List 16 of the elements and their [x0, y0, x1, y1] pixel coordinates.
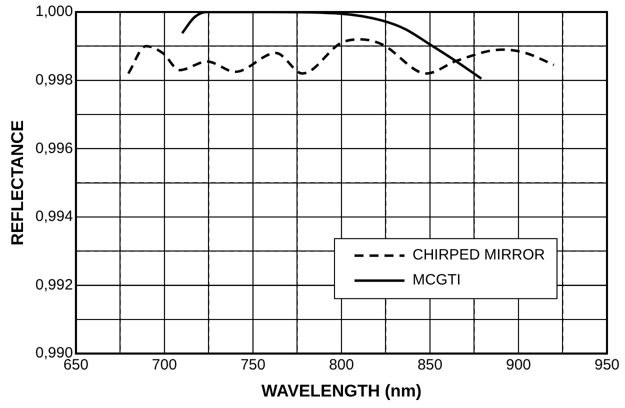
x-tick-label: 900 [506, 356, 532, 374]
x-tick-label: 750 [240, 356, 266, 374]
x-axis-title: WAVELENGTH (nm) [261, 381, 422, 400]
y-tick-label: 1,000 [35, 3, 73, 20]
x-tick-label: 850 [417, 356, 442, 374]
x-tick-label: 700 [152, 356, 177, 374]
y-axis-title: REFLECTANCE [8, 120, 27, 246]
x-tick-label: 800 [328, 356, 354, 374]
legend-label: MCGTI [412, 272, 461, 289]
y-tick-label: 0,992 [35, 276, 73, 294]
legend-label: CHIRPED MIRROR [412, 246, 546, 264]
x-tick-label: 650 [63, 356, 88, 374]
y-tick-label: 0,998 [35, 71, 73, 88]
x-tick-label: 950 [594, 356, 620, 374]
y-tick-label: 0,996 [35, 140, 73, 157]
y-tick-label: 0,994 [35, 208, 73, 226]
